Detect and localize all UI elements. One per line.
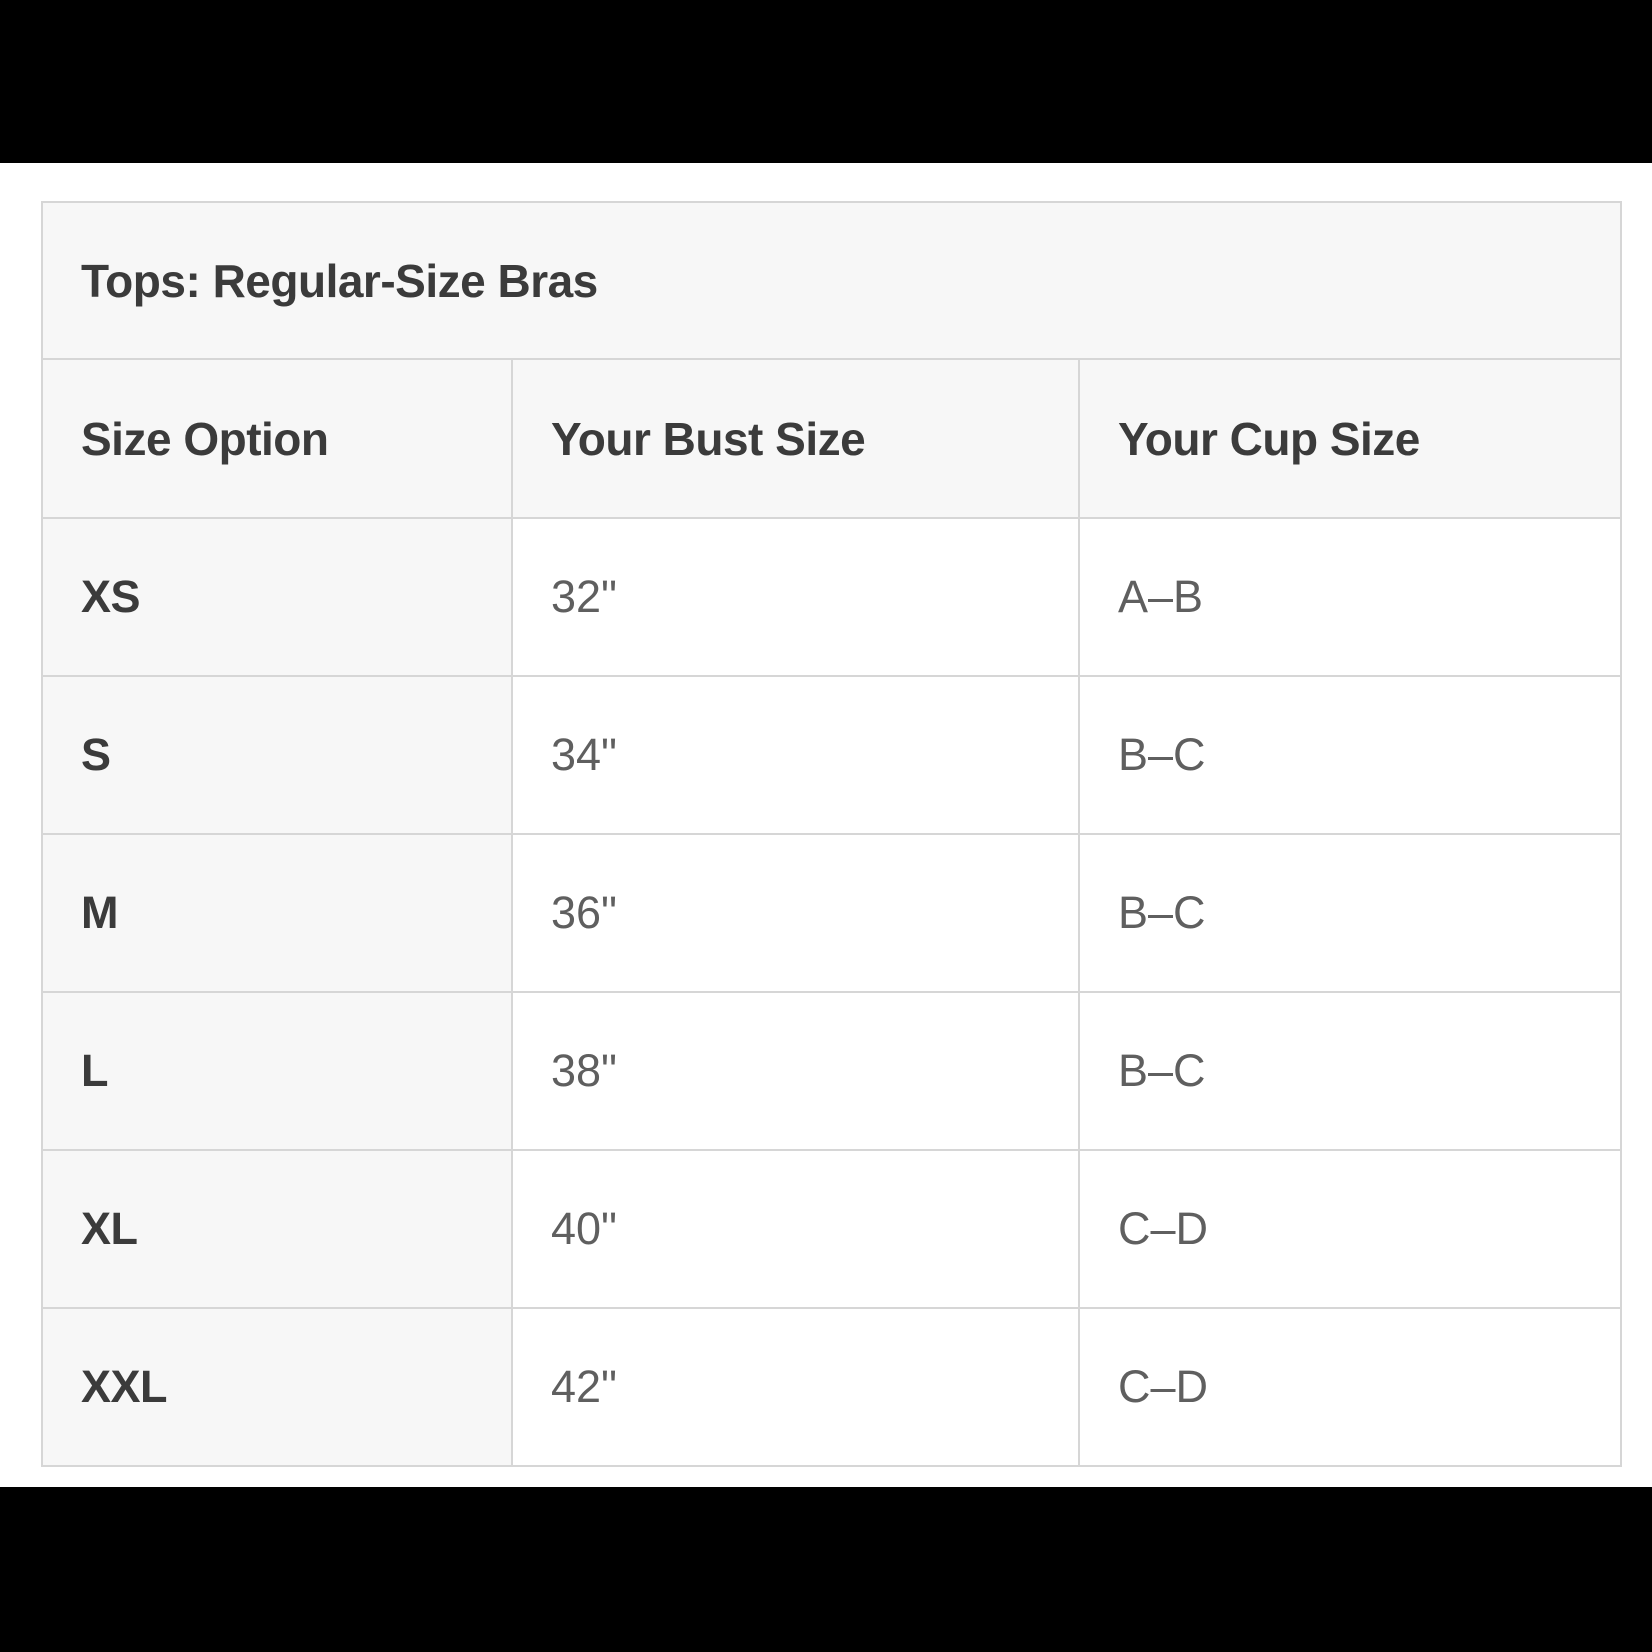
- table-title: Tops: Regular-Size Bras: [41, 201, 1622, 360]
- cup-value-xs: A–B: [1078, 517, 1622, 677]
- bust-value-m: 36": [511, 833, 1080, 993]
- cup-value-s: B–C: [1078, 675, 1622, 835]
- cup-value-l: B–C: [1078, 991, 1622, 1151]
- table-row-l: L 38" B–C: [41, 991, 1622, 1151]
- table-header-row: Size Option Your Bust Size Your Cup Size: [41, 358, 1622, 519]
- bust-value-l: 38": [511, 991, 1080, 1151]
- size-label-xl: XL: [41, 1149, 513, 1309]
- letterbox-top-bar: [0, 0, 1652, 163]
- cup-value-xxl: C–D: [1078, 1307, 1622, 1467]
- table-row-s: S 34" B–C: [41, 675, 1622, 835]
- size-label-xxl: XXL: [41, 1307, 513, 1467]
- size-label-s: S: [41, 675, 513, 835]
- bust-value-xxl: 42": [511, 1307, 1080, 1467]
- cup-value-xl: C–D: [1078, 1149, 1622, 1309]
- column-header-cup-size: Your Cup Size: [1078, 358, 1622, 519]
- size-label-xs: XS: [41, 517, 513, 677]
- table-row-xxl: XXL 42" C–D: [41, 1307, 1622, 1467]
- size-chart-table: Tops: Regular-Size Bras Size Option Your…: [41, 201, 1622, 1467]
- bust-value-s: 34": [511, 675, 1080, 835]
- table-title-row: Tops: Regular-Size Bras: [41, 201, 1622, 360]
- bust-value-xl: 40": [511, 1149, 1080, 1309]
- column-header-size-option: Size Option: [41, 358, 513, 519]
- cup-value-m: B–C: [1078, 833, 1622, 993]
- bust-value-xs: 32": [511, 517, 1080, 677]
- size-label-m: M: [41, 833, 513, 993]
- table-row-xs: XS 32" A–B: [41, 517, 1622, 677]
- column-header-bust-size: Your Bust Size: [511, 358, 1080, 519]
- letterbox-bottom-bar: [0, 1487, 1652, 1652]
- page-content: Tops: Regular-Size Bras Size Option Your…: [0, 163, 1652, 1487]
- table-row-xl: XL 40" C–D: [41, 1149, 1622, 1309]
- size-label-l: L: [41, 991, 513, 1151]
- table-row-m: M 36" B–C: [41, 833, 1622, 993]
